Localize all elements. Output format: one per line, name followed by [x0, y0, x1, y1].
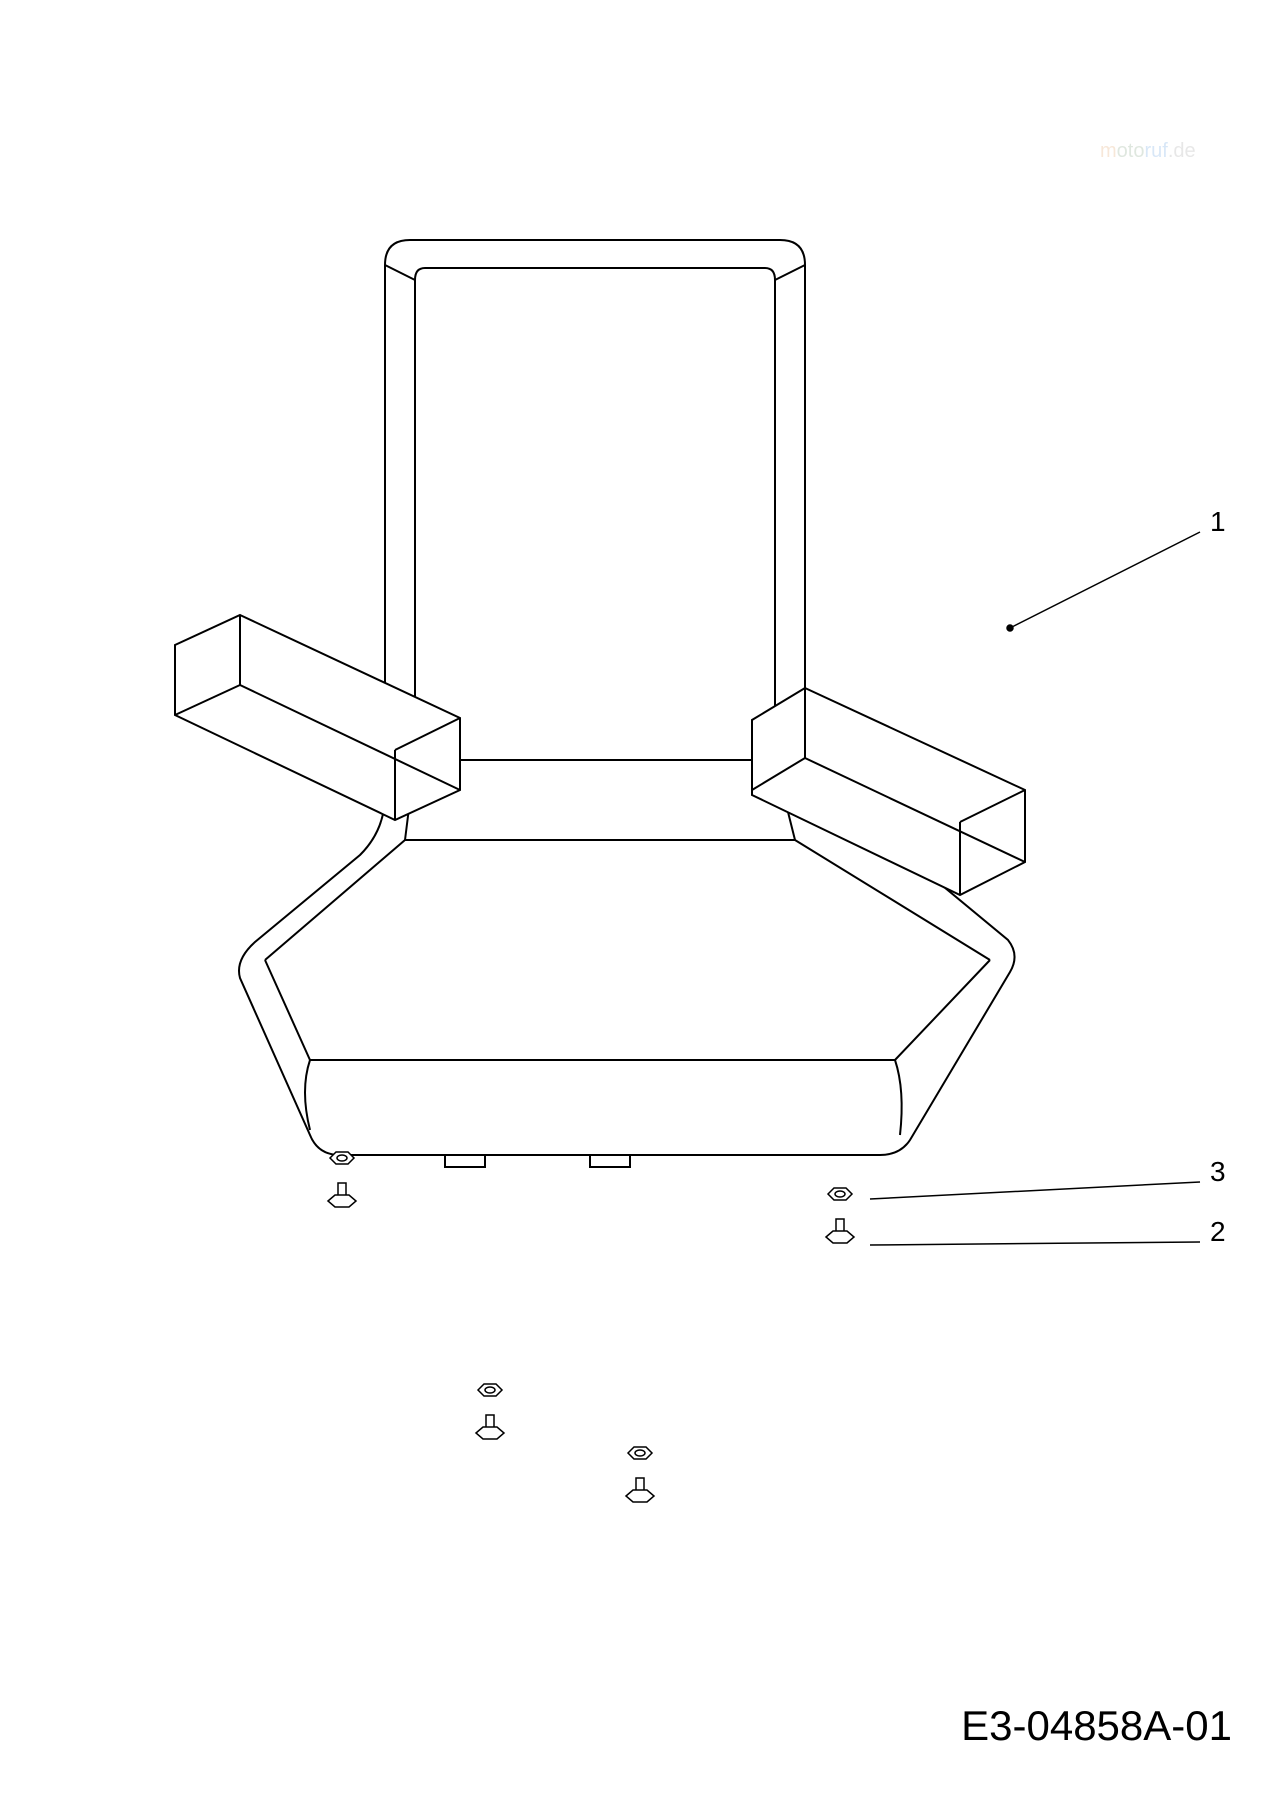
bolt-nut-set [626, 1447, 654, 1502]
hardware-group [328, 1152, 854, 1502]
mount-tab [590, 1155, 630, 1167]
callout-line-1 [1010, 532, 1200, 628]
callout-line-2 [870, 1242, 1200, 1245]
bolt-nut-set [476, 1384, 504, 1439]
watermark-part-2: oto [1117, 140, 1145, 162]
watermark-part-1: m [1100, 140, 1117, 162]
callout-label-2: 2 [1210, 1216, 1226, 1248]
diagram-container: 1 3 2 E3-04858A-01 motoruf.de [0, 0, 1272, 1800]
drawing-number: E3-04858A-01 [961, 1702, 1232, 1750]
backrest-inner [415, 268, 775, 760]
callout-label-1: 1 [1210, 506, 1226, 538]
bolt-nut-set [826, 1188, 854, 1243]
watermark-part-3: ruf [1144, 140, 1167, 162]
watermark: motoruf.de [1100, 140, 1196, 163]
watermark-part-4: .de [1168, 140, 1196, 162]
mount-tab [445, 1155, 485, 1167]
callout-label-3: 3 [1210, 1156, 1226, 1188]
seat-assembly [175, 240, 1025, 1167]
seat-diagram-svg [0, 0, 1272, 1800]
bolt-nut-set [328, 1152, 356, 1207]
callout-line-3 [870, 1182, 1200, 1199]
